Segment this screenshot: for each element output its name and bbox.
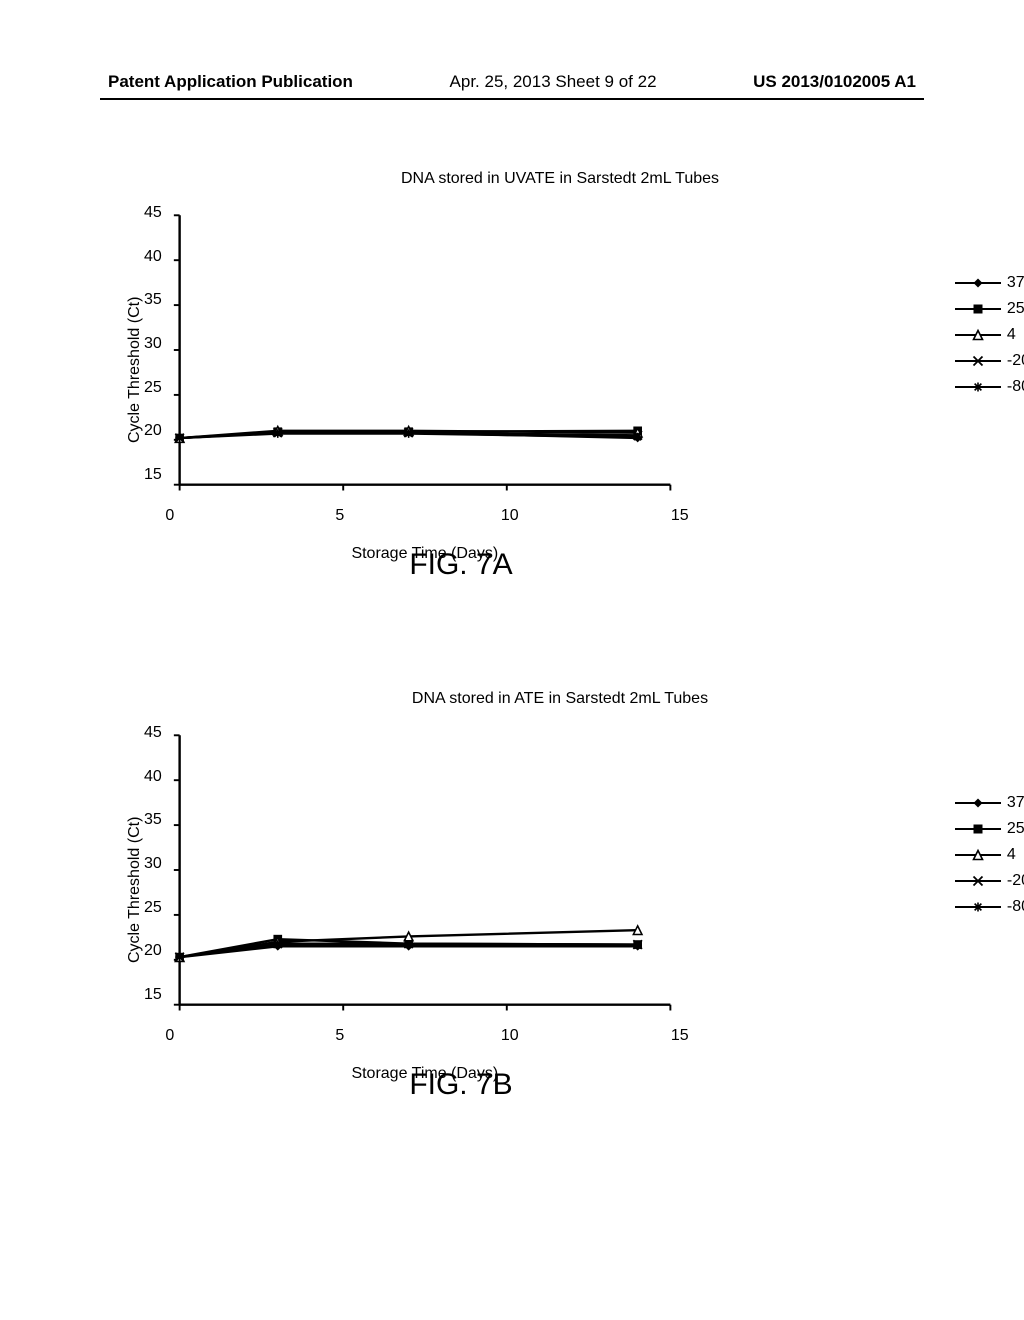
legend-marker-icon xyxy=(953,377,1003,397)
x-axis-label: Storage Time (Days) xyxy=(170,545,680,563)
legend-marker-icon xyxy=(953,273,1003,293)
legend-row: -20 xyxy=(953,348,1024,374)
y-tick-label: 30 xyxy=(144,855,162,873)
x-tick-label: 10 xyxy=(501,507,519,525)
y-tick-label: 15 xyxy=(144,466,162,484)
x-tick-label: 0 xyxy=(165,1027,174,1045)
legend-label: 25 xyxy=(1007,300,1024,318)
legend-row: -20 xyxy=(953,868,1024,894)
y-tick-label: 40 xyxy=(144,768,162,786)
legend-label: 4 xyxy=(1007,326,1016,344)
y-tick-label: 25 xyxy=(144,379,162,397)
legend-label: 4 xyxy=(1007,846,1016,864)
y-axis-label: Cycle Threshold (Ct) xyxy=(120,720,144,1060)
legend-label: -80 xyxy=(1007,378,1024,396)
legend-label: 37 xyxy=(1007,794,1024,812)
y-axis-ticks: 45 40 35 30 25 20 15 xyxy=(144,204,170,484)
y-tick-label: 25 xyxy=(144,899,162,917)
x-tick-label: 5 xyxy=(335,507,344,525)
legend-marker-icon xyxy=(953,793,1003,813)
x-tick-label: 0 xyxy=(165,507,174,525)
legend-row: -80 xyxy=(953,374,1024,400)
y-axis-ticks: 45 40 35 30 25 20 15 xyxy=(144,724,170,1004)
page-header: Patent Application Publication Apr. 25, … xyxy=(0,72,1024,92)
x-tick-label: 10 xyxy=(501,1027,519,1045)
chart-fig7a: DNA stored in UVATE in Sarstedt 2mL Tube… xyxy=(120,170,900,582)
chart-svg xyxy=(170,200,680,500)
plot-area: 051015 Storage Time (Days) xyxy=(170,200,900,540)
legend-label: -80 xyxy=(1007,898,1024,916)
legend-marker-icon xyxy=(953,845,1003,865)
x-axis-label: Storage Time (Days) xyxy=(170,1065,680,1083)
legend-label: -20 xyxy=(1007,352,1024,370)
y-tick-label: 30 xyxy=(144,335,162,353)
legend-label: -20 xyxy=(1007,872,1024,890)
y-tick-label: 20 xyxy=(144,422,162,440)
x-axis-ticks: 051015 xyxy=(170,1027,680,1045)
y-tick-label: 20 xyxy=(144,942,162,960)
legend-label: 25 xyxy=(1007,820,1024,838)
legend-row: 25 xyxy=(953,816,1024,842)
x-tick-label: 15 xyxy=(671,507,689,525)
x-tick-label: 5 xyxy=(335,1027,344,1045)
chart-svg xyxy=(170,720,680,1020)
y-axis-label: Cycle Threshold (Ct) xyxy=(120,200,144,540)
legend-marker-icon xyxy=(953,351,1003,371)
legend-row: 4 xyxy=(953,842,1024,868)
legend-marker-icon xyxy=(953,325,1003,345)
y-tick-label: 40 xyxy=(144,248,162,266)
legend-row: 37 xyxy=(953,790,1024,816)
y-tick-label: 45 xyxy=(144,204,162,222)
legend-marker-icon xyxy=(953,897,1003,917)
legend-row: 25 xyxy=(953,296,1024,322)
chart-legend: 37 25 4 -20 -80 xyxy=(953,790,1024,920)
legend-row: 37 xyxy=(953,270,1024,296)
y-tick-label: 35 xyxy=(144,811,162,829)
header-mid: Apr. 25, 2013 Sheet 9 of 22 xyxy=(450,72,657,92)
y-tick-label: 15 xyxy=(144,986,162,1004)
legend-row: -80 xyxy=(953,894,1024,920)
plot-area: 051015 Storage Time (Days) xyxy=(170,720,900,1060)
legend-marker-icon xyxy=(953,299,1003,319)
header-right: US 2013/0102005 A1 xyxy=(753,72,916,92)
x-axis-ticks: 051015 xyxy=(170,507,680,525)
legend-marker-icon xyxy=(953,871,1003,891)
header-rule xyxy=(100,98,924,100)
chart-title: DNA stored in UVATE in Sarstedt 2mL Tube… xyxy=(220,170,900,188)
chart-legend: 37 25 4 -20 -80 xyxy=(953,270,1024,400)
legend-marker-icon xyxy=(953,819,1003,839)
header-left: Patent Application Publication xyxy=(108,72,353,92)
chart-title: DNA stored in ATE in Sarstedt 2mL Tubes xyxy=(220,690,900,708)
legend-label: 37 xyxy=(1007,274,1024,292)
y-tick-label: 35 xyxy=(144,291,162,309)
chart-fig7b: DNA stored in ATE in Sarstedt 2mL Tubes … xyxy=(120,690,900,1102)
legend-row: 4 xyxy=(953,322,1024,348)
x-tick-label: 15 xyxy=(671,1027,689,1045)
y-tick-label: 45 xyxy=(144,724,162,742)
